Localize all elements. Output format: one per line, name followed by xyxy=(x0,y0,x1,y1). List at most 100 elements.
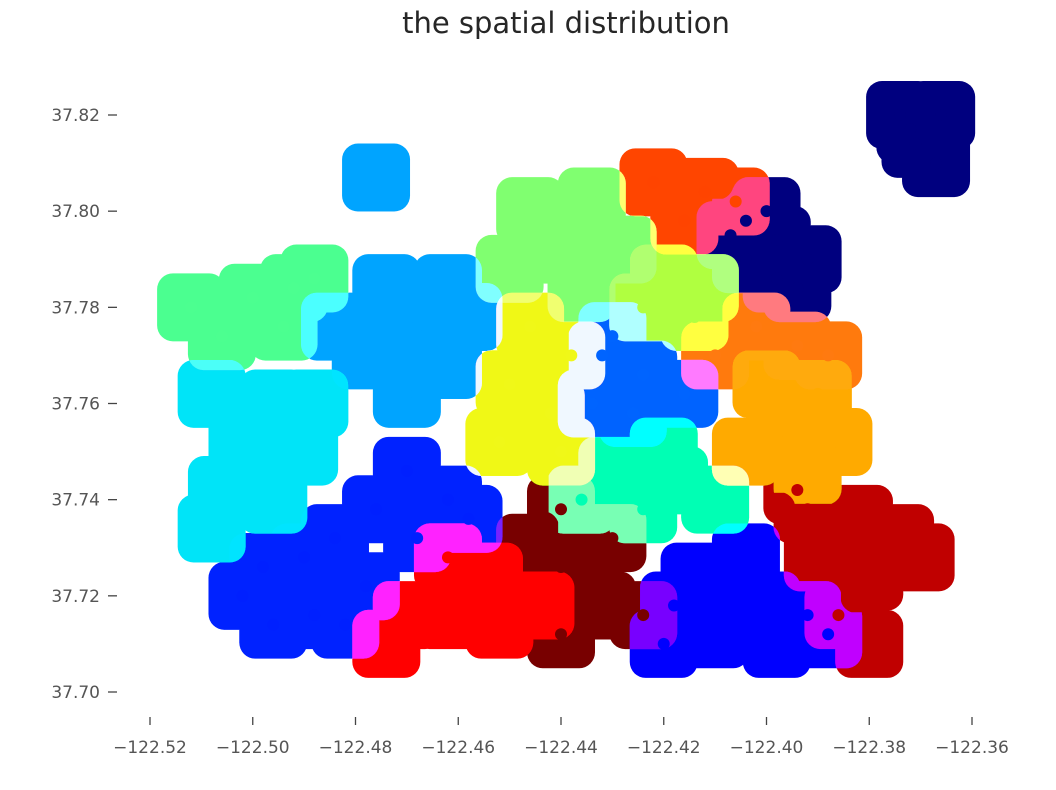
cluster-15-point xyxy=(914,551,927,564)
cluster-10-point xyxy=(565,349,578,362)
y-tick-label: 37.70 xyxy=(51,683,100,703)
cluster-2-point xyxy=(298,551,311,564)
y-tick-label: 37.72 xyxy=(51,587,100,607)
cluster-5-point xyxy=(236,435,249,448)
cluster-11-point xyxy=(781,426,794,439)
cluster-10-point xyxy=(544,407,557,420)
x-tick-label: −122.44 xyxy=(524,738,598,758)
y-tick-label: 37.76 xyxy=(51,395,100,415)
cluster-8-point xyxy=(575,282,588,295)
cluster-2-point xyxy=(257,560,270,573)
cluster-11-point xyxy=(760,378,773,391)
cluster-1-point xyxy=(822,628,835,641)
cluster-3-point xyxy=(585,397,598,410)
x-tick-label: −122.50 xyxy=(216,738,290,758)
cluster-1-point xyxy=(657,637,670,650)
cluster-2-point xyxy=(308,609,321,622)
cluster-14-point xyxy=(493,618,506,631)
cluster-16-point xyxy=(555,560,567,573)
data-points xyxy=(185,109,948,650)
cluster-5-point xyxy=(215,484,228,497)
cluster-7-point xyxy=(287,282,300,295)
cluster-10-point xyxy=(493,435,506,448)
y-tick-label: 37.74 xyxy=(51,491,100,511)
cluster-16-point xyxy=(555,503,567,516)
cluster-12-point xyxy=(750,320,763,333)
cluster-7-point xyxy=(215,330,228,343)
cluster-8-point xyxy=(503,262,516,275)
cluster-12-point xyxy=(822,349,835,362)
cluster-7-point xyxy=(246,291,259,304)
cluster-2-point xyxy=(411,532,424,545)
cluster-4-point xyxy=(328,320,341,333)
cluster-14-point xyxy=(400,609,413,622)
cluster-15-point xyxy=(791,484,804,497)
cluster-0-point xyxy=(791,282,804,295)
cluster-6-point xyxy=(668,474,681,487)
cluster-7-point xyxy=(308,272,321,285)
cluster-14-point xyxy=(483,570,496,583)
cluster-regions xyxy=(175,99,958,660)
cluster-2-point xyxy=(236,589,249,602)
cluster-4-point xyxy=(400,387,413,400)
cluster-13-point xyxy=(698,185,711,198)
cluster-11-point xyxy=(739,445,752,458)
x-tick-label: −122.42 xyxy=(627,738,701,758)
cluster-8-point xyxy=(524,205,537,218)
cluster-2-point xyxy=(359,580,372,593)
cluster-5-point xyxy=(267,493,280,506)
cluster-0-point xyxy=(930,157,943,170)
cluster-6-point xyxy=(575,493,588,506)
x-tick-label: −122.38 xyxy=(832,738,906,758)
cluster-6-point xyxy=(657,445,670,458)
y-tick-label: 37.80 xyxy=(51,202,100,222)
cluster-2-point xyxy=(267,618,280,631)
cluster-15-point xyxy=(801,503,814,516)
cluster-16-point xyxy=(596,599,609,612)
cluster-16-point xyxy=(524,541,537,554)
cluster-12-point xyxy=(709,349,722,362)
cluster-2-point xyxy=(370,503,383,516)
cluster-7-point xyxy=(185,301,198,314)
cluster-5-point xyxy=(205,387,218,400)
cluster-0-point xyxy=(739,214,752,227)
cluster-0-point xyxy=(904,123,917,136)
cluster-1-point xyxy=(709,628,722,641)
cluster-3-point xyxy=(626,407,639,420)
x-axis: −122.52 −122.50 −122.48 −122.46 −122.44 −122.… xyxy=(113,717,1009,758)
cluster-5-point xyxy=(308,397,321,410)
cluster-16-point xyxy=(555,628,567,641)
cluster-1-point xyxy=(739,551,752,564)
cluster-8-point xyxy=(585,195,598,208)
cluster-1-point xyxy=(801,609,814,622)
cluster-2-point xyxy=(441,493,454,506)
cluster-14-point xyxy=(534,599,547,612)
cluster-14-point xyxy=(441,551,454,564)
cluster-4-point xyxy=(411,320,424,333)
cluster-13-point xyxy=(678,214,691,227)
cluster-1-point xyxy=(668,599,681,612)
cluster-1-point xyxy=(770,637,783,650)
cluster-4-point xyxy=(359,349,372,362)
x-tick-label: −122.40 xyxy=(730,738,804,758)
cluster-2-point xyxy=(328,532,341,545)
cluster-8-point xyxy=(616,243,629,256)
cluster-2-point xyxy=(339,618,352,631)
cluster-4-point xyxy=(441,282,454,295)
cluster-11-point xyxy=(801,464,814,477)
cluster-11-point xyxy=(832,435,845,448)
cluster-4-point xyxy=(370,171,383,184)
cluster-14-point xyxy=(380,637,393,650)
cluster-6-point xyxy=(637,503,650,516)
cluster-0-point xyxy=(724,229,737,242)
cluster-15-point xyxy=(894,532,907,545)
cluster-10-point xyxy=(555,445,567,458)
cluster-0-point xyxy=(770,234,783,247)
cluster-0-point xyxy=(770,272,783,285)
chart-title: the spatial distribution xyxy=(402,6,730,40)
cluster-3-point xyxy=(596,349,609,362)
cluster-3-point xyxy=(678,387,691,400)
cluster-5-point xyxy=(205,522,218,535)
cluster-1-point xyxy=(760,599,773,612)
cluster-14-point xyxy=(441,609,454,622)
